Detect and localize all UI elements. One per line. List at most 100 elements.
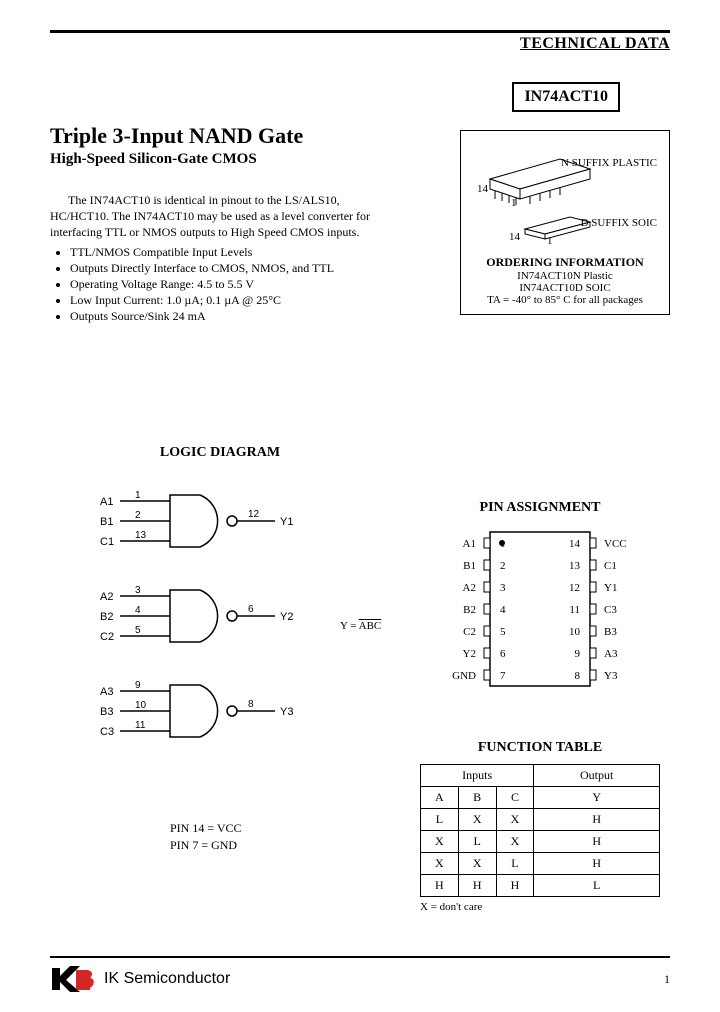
ft-col: Y (534, 787, 660, 809)
svg-text:1: 1 (135, 490, 141, 501)
svg-text:10: 10 (569, 626, 581, 638)
svg-text:C2: C2 (100, 631, 114, 643)
svg-text:Y3: Y3 (280, 706, 293, 718)
ordering-box: N SUFFIX PLASTIC 14 1 D SUFFIX SOIC 14 1… (460, 130, 670, 315)
svg-text:A3: A3 (604, 648, 618, 660)
svg-text:B1: B1 (463, 560, 476, 572)
svg-text:2: 2 (500, 560, 506, 572)
svg-text:Y2: Y2 (280, 611, 293, 623)
header-rule (50, 30, 670, 33)
svg-text:12: 12 (569, 582, 580, 594)
svg-text:B2: B2 (463, 604, 476, 616)
pin-title: PIN ASSIGNMENT (420, 500, 660, 516)
ordering-title: ORDERING INFORMATION (469, 255, 661, 270)
ft-cell: X (421, 831, 459, 853)
svg-text:7: 7 (500, 670, 506, 682)
svg-text:A2: A2 (463, 582, 476, 594)
svg-text:5: 5 (135, 625, 141, 636)
ft-col: C (496, 787, 534, 809)
company-name: IK Semiconductor (104, 970, 230, 988)
svg-text:14: 14 (569, 538, 581, 550)
feature-item: Outputs Directly Interface to CMOS, NMOS… (70, 261, 410, 276)
ft-cell: X (421, 853, 459, 875)
pin-svg: A1114VCCB1213C1A2312Y1B2411C3C2510B3Y269… (420, 526, 660, 696)
svg-text:11: 11 (569, 604, 580, 616)
footer: IK Semiconductor 1 (50, 956, 670, 994)
function-table-title: FUNCTION TABLE (420, 740, 660, 756)
svg-text:3: 3 (500, 582, 506, 594)
logic-title: LOGIC DIAGRAM (80, 445, 360, 461)
part-number-box: IN74ACT10 (512, 82, 620, 112)
ft-head-inputs: Inputs (421, 765, 534, 787)
ft-cell: L (496, 853, 534, 875)
pin-note-2: PIN 7 = GND (170, 837, 242, 854)
pin-assignment-block: PIN ASSIGNMENT A1114VCCB1213C1A2312Y1B24… (420, 500, 660, 701)
ft-cell: L (458, 831, 496, 853)
svg-text:10: 10 (135, 700, 147, 711)
svg-text:6: 6 (500, 648, 506, 660)
svg-text:B1: B1 (100, 516, 113, 528)
svg-text:1: 1 (500, 538, 506, 550)
svg-text:A1: A1 (100, 496, 113, 508)
logic-diagram-block: LOGIC DIAGRAM A11B12C11312Y1A23B24C256Y2… (80, 445, 360, 784)
ft-cell: X (496, 809, 534, 831)
feature-item: Operating Voltage Range: 4.5 to 5.5 V (70, 277, 410, 292)
svg-text:4: 4 (135, 605, 141, 616)
ordering-line: IN74ACT10N Plastic (469, 270, 661, 282)
ft-head-output: Output (534, 765, 660, 787)
svg-text:5: 5 (500, 626, 506, 638)
ft-cell: H (534, 831, 660, 853)
ft-cell: L (534, 875, 660, 897)
svg-text:B3: B3 (100, 706, 113, 718)
svg-text:13: 13 (135, 530, 147, 541)
svg-text:8: 8 (248, 699, 254, 710)
svg-text:C3: C3 (604, 604, 617, 616)
svg-text:13: 13 (569, 560, 581, 572)
package-svg (470, 139, 660, 249)
ft-cell: X (458, 853, 496, 875)
svg-text:Y1: Y1 (280, 516, 293, 528)
svg-text:11: 11 (135, 720, 146, 731)
svg-text:12: 12 (248, 509, 260, 520)
pkg-n-pin14: 14 (477, 183, 488, 195)
ft-cell: X (458, 809, 496, 831)
svg-text:GND: GND (452, 670, 476, 682)
page-number: 1 (664, 972, 670, 987)
ordering-line: IN74ACT10D SOIC (469, 282, 661, 294)
pkg-d-label: D SUFFIX SOIC (581, 217, 657, 229)
feature-item: Low Input Current: 1.0 µA; 0.1 µA @ 25°C (70, 293, 410, 308)
svg-text:8: 8 (575, 670, 581, 682)
technical-data-label: TECHNICAL DATA (520, 35, 670, 53)
header-row: TECHNICAL DATA (50, 35, 670, 53)
svg-text:Y1: Y1 (604, 582, 617, 594)
svg-text:VCC: VCC (604, 538, 627, 550)
company-logo-icon (50, 964, 96, 994)
svg-text:B2: B2 (100, 611, 113, 623)
svg-text:3: 3 (135, 585, 141, 596)
svg-text:6: 6 (248, 604, 254, 615)
ordering-temp: TA = -40° to 85° C for all packages (469, 294, 661, 306)
ft-cell: H (421, 875, 459, 897)
feature-item: Outputs Source/Sink 24 mA (70, 309, 410, 324)
svg-text:9: 9 (135, 680, 141, 691)
logic-equation: Y = ABC (340, 620, 381, 632)
svg-text:9: 9 (575, 648, 581, 660)
feature-list: TTL/NMOS Compatible Input Levels Outputs… (50, 245, 410, 324)
package-illustration: N SUFFIX PLASTIC 14 1 D SUFFIX SOIC 14 1 (469, 139, 661, 249)
ft-cell: L (421, 809, 459, 831)
pkg-n-pin1: 1 (511, 197, 517, 209)
ft-col: B (458, 787, 496, 809)
ft-cell: H (534, 853, 660, 875)
svg-text:4: 4 (500, 604, 506, 616)
pkg-d-pin14: 14 (509, 231, 520, 243)
ft-cell: X (496, 831, 534, 853)
svg-text:2: 2 (135, 510, 141, 521)
svg-text:C2: C2 (463, 626, 476, 638)
svg-text:B3: B3 (604, 626, 617, 638)
ft-cell: H (534, 809, 660, 831)
pkg-d-pin1: 1 (547, 235, 553, 247)
intro-paragraph: The IN74ACT10 is identical in pinout to … (50, 192, 400, 241)
pin-notes: PIN 14 = VCC PIN 7 = GND (170, 820, 242, 854)
svg-text:Y2: Y2 (463, 648, 476, 660)
svg-text:A1: A1 (463, 538, 476, 550)
